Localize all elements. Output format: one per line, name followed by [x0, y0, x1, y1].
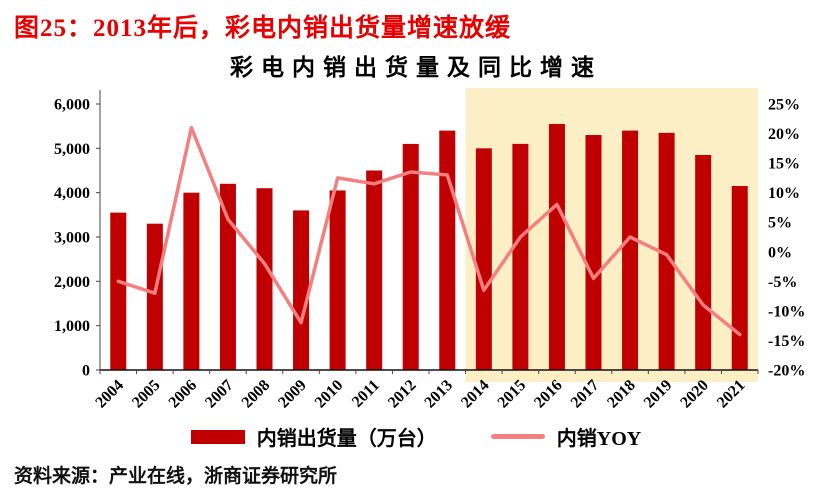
bar-2019 — [658, 132, 675, 370]
bar-2016 — [548, 123, 565, 370]
left-axis-tick-label: 5,000 — [54, 141, 90, 158]
bar-2021 — [731, 186, 748, 370]
chart-legend: 内销出货量（万台） 内销YOY — [0, 422, 832, 451]
bar-2020 — [695, 154, 712, 370]
x-axis-tick-label: 2011 — [349, 377, 383, 411]
x-axis-tick-label: 2010 — [312, 377, 347, 412]
bar-2012 — [402, 143, 419, 370]
bar-2018 — [622, 130, 639, 370]
legend-item-bar-series: 内销出货量（万台） — [190, 422, 437, 451]
right-axis-tick-label: 0% — [768, 244, 792, 261]
right-axis-tick-label: -10% — [768, 303, 805, 320]
right-axis-tick-label: 10% — [768, 185, 800, 202]
x-axis-tick-label: 2018 — [604, 377, 639, 412]
x-axis-tick-label: 2007 — [202, 377, 237, 412]
x-axis-tick-label: 2021 — [714, 377, 749, 412]
bar-2006 — [183, 192, 200, 370]
bar-2011 — [366, 170, 383, 370]
bar-series-swatch — [190, 429, 245, 444]
legend-item-line-series: 内销YOY — [490, 422, 642, 451]
left-axis-tick-label: 3,000 — [54, 230, 90, 247]
right-axis-tick-label: -20% — [768, 363, 805, 380]
highlight-region — [465, 88, 758, 382]
x-axis-tick-label: 2012 — [385, 377, 420, 412]
x-axis-tick-label: 2019 — [641, 377, 676, 412]
right-axis-tick-label: 15% — [768, 156, 800, 173]
x-axis-tick-label: 2006 — [166, 377, 201, 412]
x-axis-tick-label: 2016 — [531, 377, 566, 412]
right-axis-tick-label: 20% — [768, 126, 800, 143]
line-series-swatch — [490, 434, 545, 439]
bar-2004 — [110, 212, 127, 370]
x-axis-tick-label: 2009 — [275, 377, 310, 412]
left-axis-tick-label: 0 — [82, 363, 90, 380]
x-axis-tick-label: 2014 — [458, 377, 493, 412]
left-axis-tick-label: 2,000 — [54, 274, 90, 291]
chart-canvas: 0 1,000 2,000 3,000 4,000 5,000 6,000 25% 20% 15%… — [54, 88, 805, 412]
bar-2009 — [293, 210, 310, 370]
bar-2017 — [585, 135, 602, 370]
left-axis-tick-label: 6,000 — [54, 97, 90, 114]
source-note: 资料来源：产业在线，浙商证券研究所 — [14, 466, 338, 487]
x-axis-tick-label: 2015 — [495, 377, 530, 412]
x-axis-tick-label: 2004 — [92, 377, 127, 412]
bar-2007 — [219, 183, 236, 370]
left-axis-tick-label: 4,000 — [54, 185, 90, 202]
left-axis-tick-label: 1,000 — [54, 318, 90, 335]
right-axis-tick-label: -5% — [768, 274, 797, 291]
x-axis-tick-label: 2013 — [421, 377, 456, 412]
bar-2010 — [329, 190, 346, 370]
right-axis-tick-label: -15% — [768, 333, 805, 350]
bar-2005 — [146, 223, 163, 370]
bar-2014 — [475, 148, 492, 370]
legend-label-line-series: 内销YOY — [556, 428, 642, 450]
legend-label-bar-series: 内销出货量（万台） — [256, 428, 437, 450]
bar-2015 — [512, 143, 529, 370]
chart-title: 彩电内销出货量及同比增速 — [230, 55, 602, 80]
x-axis-tick-label: 2005 — [129, 377, 164, 412]
x-axis-tick-label: 2017 — [568, 377, 603, 412]
right-axis-tick-label: 25% — [768, 97, 800, 114]
yoy-line — [116, 125, 742, 337]
figure-title: 图25：2013年后，彩电内销出货量增速放缓 — [14, 15, 512, 42]
x-axis-tick-label: 2020 — [677, 377, 712, 412]
x-axis-tick-label: 2008 — [239, 377, 274, 412]
right-axis-tick-label: 5% — [768, 215, 792, 232]
bar-2008 — [256, 188, 273, 370]
bar-2013 — [439, 130, 456, 370]
